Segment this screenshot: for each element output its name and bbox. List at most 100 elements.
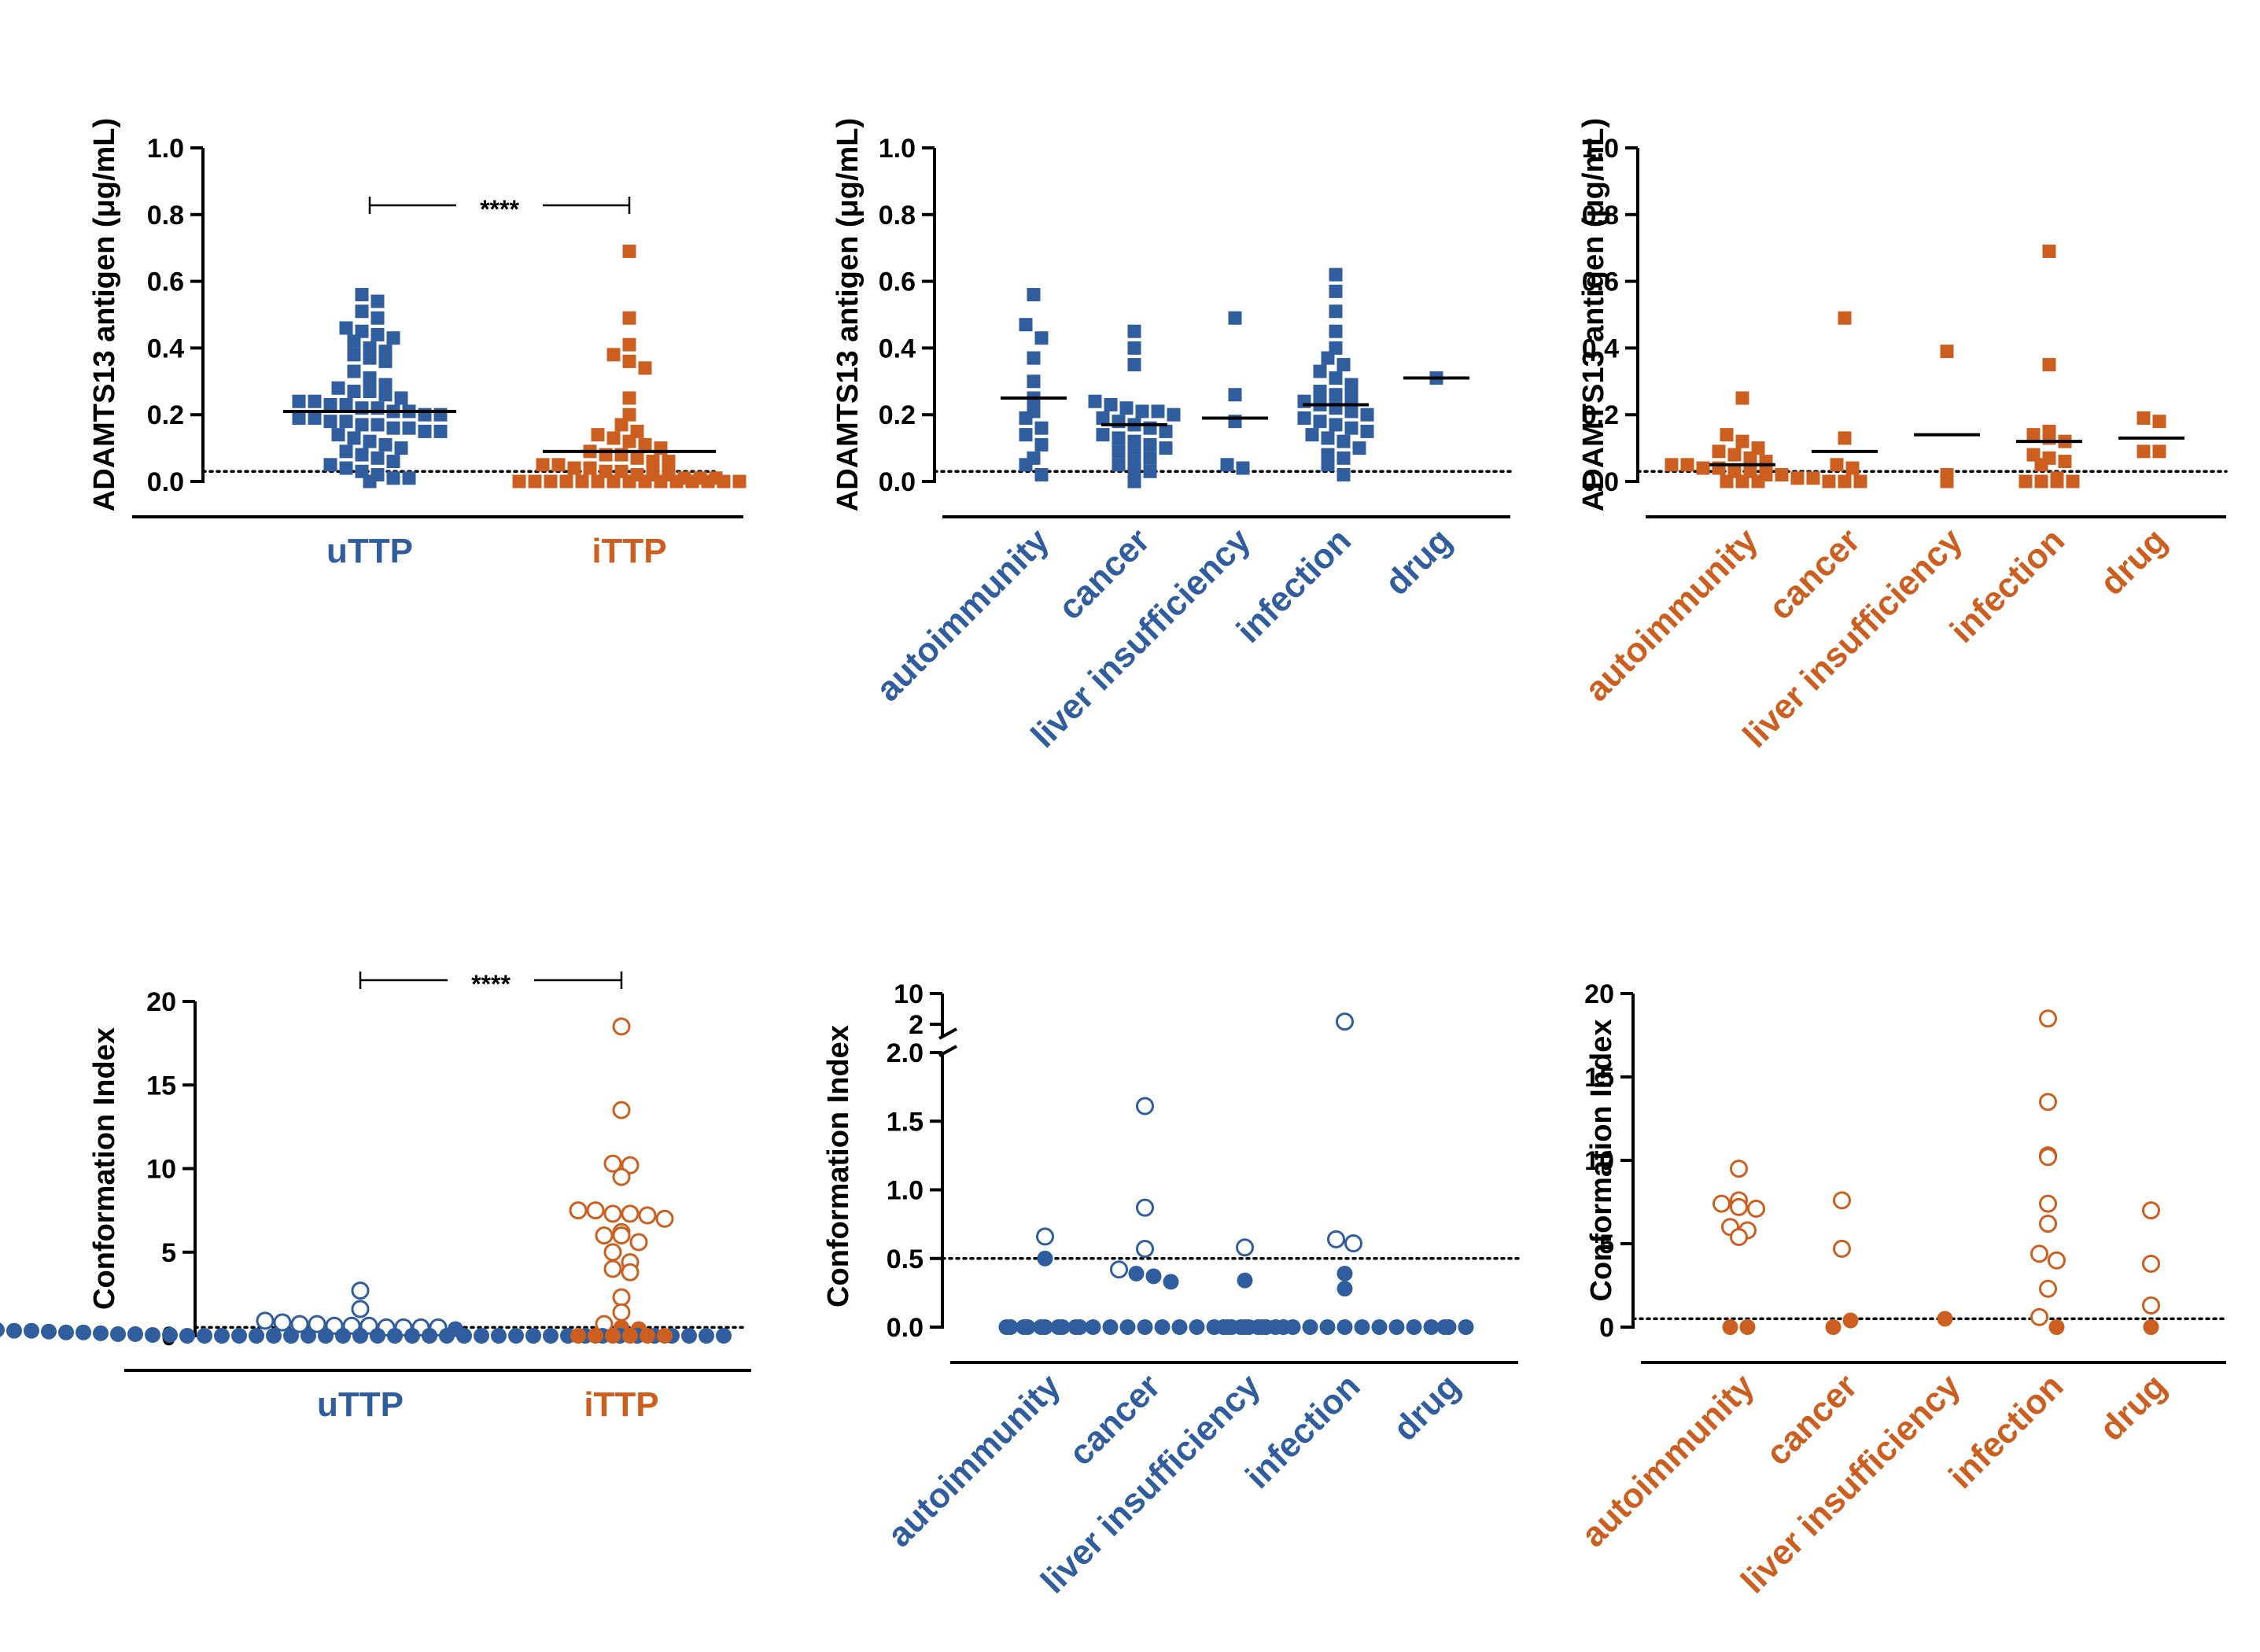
data-point (394, 441, 408, 455)
data-point (1228, 388, 1242, 402)
y-tick-label: 0.0 (1582, 467, 1619, 497)
data-point (2042, 244, 2056, 258)
data-point (1344, 404, 1359, 419)
data-point (1019, 458, 1033, 472)
x-category-label: uTTP (326, 532, 413, 570)
data-point (1329, 418, 1343, 432)
data-point (1329, 324, 1343, 338)
data-point (1336, 358, 1351, 372)
data-point (2152, 444, 2166, 459)
data-point (1336, 1319, 1353, 1335)
x-category-label: infection (1943, 521, 2072, 650)
data-point (1119, 401, 1134, 415)
data-point (351, 1281, 370, 1300)
panel-top-left: 0.0 0.2 0.4 0.6 0.8 1.0 ADAMTS13 antigen (μg/m… (88, 118, 747, 570)
axis-break-mark (938, 1027, 957, 1040)
y-tick-label: 1.0 (879, 134, 916, 164)
data-point (371, 418, 385, 432)
data-point (1735, 474, 1749, 489)
data-point (1136, 1240, 1154, 1259)
data-point (1033, 1319, 1049, 1335)
data-point (1267, 1319, 1284, 1335)
data-point (638, 437, 652, 452)
data-point (646, 455, 660, 469)
data-point (662, 455, 676, 469)
x-category-label: iTTP (584, 1385, 658, 1424)
data-point (1143, 464, 1157, 478)
data-point (1845, 461, 1860, 475)
y-tick-label: 0.0 (879, 467, 916, 497)
y-tick-label: 0.6 (147, 267, 184, 297)
data-point (214, 1328, 230, 1344)
data-point (1250, 1319, 1266, 1335)
data-point (76, 1324, 91, 1340)
data-point (622, 311, 636, 325)
y-tick-label: 0.2 (1582, 400, 1619, 430)
data-point (621, 1263, 640, 1281)
y-tick-label: 0.4 (879, 334, 916, 363)
data-point (2048, 1319, 2065, 1335)
y-tick-label: 0.2 (879, 400, 916, 430)
significance-label: **** (471, 970, 511, 998)
data-point (394, 391, 408, 405)
data-point (1838, 431, 1852, 445)
data-point (24, 1322, 39, 1339)
data-point (127, 1326, 143, 1342)
data-point (1019, 411, 1033, 425)
y-tick-label: 0.8 (147, 201, 184, 230)
data-point (1019, 318, 1033, 332)
x-category-label: autoimmunity (1574, 1366, 1762, 1554)
data-point (1665, 458, 1679, 472)
data-point (612, 1288, 631, 1307)
data-point (1336, 451, 1351, 465)
data-point (1940, 345, 1954, 359)
data-point (603, 1154, 622, 1173)
data-point (1302, 1319, 1318, 1335)
data-point (630, 451, 644, 465)
data-point (681, 1328, 697, 1344)
data-point (2143, 1319, 2159, 1335)
data-point (1167, 407, 1181, 422)
data-point (657, 1328, 673, 1344)
data-point (323, 397, 337, 411)
data-point (1360, 407, 1374, 422)
data-point (701, 474, 715, 489)
data-point (605, 1328, 621, 1344)
data-point (570, 1328, 586, 1344)
data-point (1352, 441, 1366, 455)
data-point (612, 1101, 631, 1119)
data-point (1127, 324, 1141, 338)
data-point (323, 415, 337, 429)
data-point (1163, 1274, 1179, 1290)
data-point (1329, 371, 1343, 385)
data-point (1127, 341, 1141, 355)
y-axis-label: ADAMTS13 antigen (μg/mL) (88, 118, 121, 511)
y-tick-label: 5 (161, 1238, 176, 1268)
data-point (1937, 1311, 1953, 1327)
data-point (1712, 444, 1726, 459)
data-point (1027, 374, 1041, 389)
y-tick-label: 20 (1584, 979, 1614, 1009)
data-point (1019, 428, 1033, 442)
data-point (1696, 461, 1710, 475)
data-point (2058, 455, 2072, 469)
data-point (1822, 474, 1836, 489)
data-point (1735, 434, 1749, 448)
data-point (290, 1315, 309, 1333)
data-point (612, 1167, 631, 1186)
data-point (595, 1226, 614, 1245)
axis-break-mark (938, 1045, 957, 1057)
data-point (1228, 311, 1242, 325)
data-point (1112, 444, 1126, 459)
data-point (1096, 428, 1110, 442)
data-point (1127, 474, 1141, 489)
data-point (1137, 1319, 1153, 1335)
data-point (1016, 1319, 1032, 1335)
y-tick-label: 0.2 (147, 400, 184, 430)
data-point (1388, 1319, 1405, 1335)
data-point (1735, 391, 1749, 405)
x-category-label: drug (2092, 1366, 2174, 1448)
data-point (622, 391, 636, 405)
data-point (1775, 468, 1789, 482)
y-tick-label: 2 (909, 1010, 924, 1040)
